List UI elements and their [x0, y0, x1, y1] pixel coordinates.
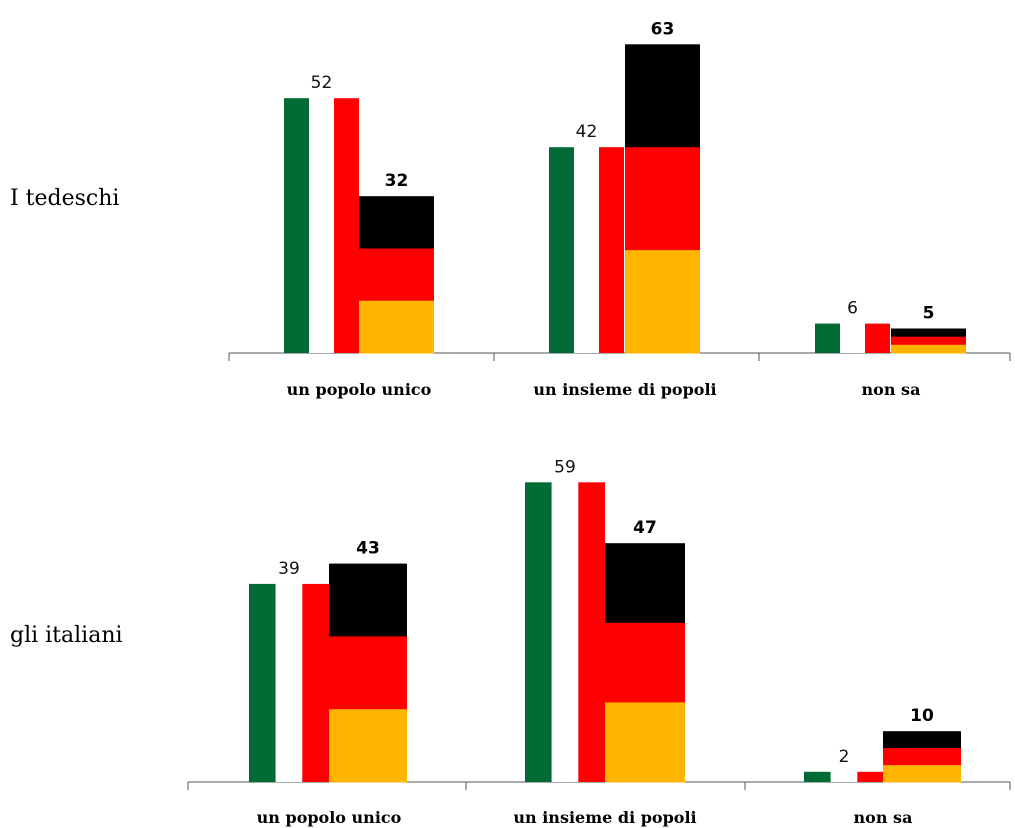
bar-italy-stripe — [275, 583, 303, 782]
bar-germany-2 — [605, 543, 685, 783]
bar-italy-stripe — [578, 482, 605, 782]
data-label-italy-3: 6 — [847, 299, 858, 319]
bar-italy-stripe — [309, 98, 334, 353]
category-label-1: un popolo unico — [287, 380, 432, 399]
category-label-3: non sa — [854, 808, 913, 827]
category-label-2: un insieme di popoli — [513, 808, 696, 827]
category-label-1: un popolo unico — [257, 808, 402, 827]
data-label-germany-2: 63 — [651, 19, 675, 39]
data-label-germany-3: 5 — [923, 304, 935, 324]
bar-germany-stripe — [605, 622, 685, 703]
bar-italy-stripe — [804, 771, 831, 782]
bar-italy-stripe — [830, 771, 858, 782]
bar-italy-stripe — [302, 583, 329, 782]
bar-germany-stripe — [891, 336, 966, 346]
data-label-italy-2: 59 — [554, 457, 576, 477]
bar-germany-stripe — [891, 328, 966, 338]
data-label-italy-2: 42 — [576, 122, 598, 142]
chart-panel-italiani: gli italiani 39 43 un popolo unico 59 47 un in… — [10, 457, 1011, 827]
bar-germany-stripe — [329, 709, 407, 783]
data-label-germany-3: 10 — [910, 706, 934, 726]
bar-germany-stripe — [883, 731, 961, 749]
bar-germany-1 — [329, 563, 407, 783]
bar-italy-stripe — [284, 98, 309, 353]
bar-italy-3 — [804, 771, 884, 782]
bar-italy-1 — [284, 98, 359, 353]
bar-germany-stripe — [329, 563, 407, 637]
bar-italy-stripe — [857, 771, 884, 782]
bar-italy-2 — [549, 147, 624, 353]
bar-germany-stripe — [625, 147, 700, 251]
data-label-italy-3: 2 — [839, 747, 850, 767]
bar-italy-stripe — [525, 482, 552, 782]
bar-germany-1 — [359, 196, 434, 354]
bar-germany-stripe — [625, 44, 700, 148]
bar-italy-stripe — [334, 98, 359, 353]
bar-germany-stripe — [359, 248, 434, 302]
row-label-italiani: gli italiani — [10, 623, 123, 648]
bar-germany-stripe — [883, 748, 961, 766]
bar-germany-3 — [883, 731, 961, 783]
bar-italy-stripe — [840, 323, 865, 353]
bar-italy-stripe — [551, 482, 579, 782]
bar-italy-stripe — [599, 147, 624, 353]
row-label-tedeschi: I tedeschi — [10, 186, 119, 211]
data-label-germany-1: 43 — [356, 539, 380, 559]
bar-germany-stripe — [625, 250, 700, 354]
bar-italy-3 — [815, 323, 890, 353]
bar-italy-stripe — [815, 323, 840, 353]
bar-germany-stripe — [359, 300, 434, 354]
data-label-germany-1: 32 — [385, 171, 409, 191]
bar-germany-stripe — [329, 636, 407, 710]
bar-italy-1 — [249, 583, 329, 782]
data-label-italy-1: 39 — [278, 559, 300, 579]
bar-germany-stripe — [359, 196, 434, 249]
category-label-3: non sa — [862, 380, 921, 399]
bar-germany-stripe — [883, 765, 961, 783]
bar-germany-stripe — [891, 344, 966, 354]
data-label-italy-1: 52 — [311, 73, 333, 93]
bar-italy-stripe — [574, 147, 599, 353]
bar-germany-stripe — [605, 702, 685, 783]
bar-italy-2 — [525, 482, 605, 782]
bar-germany-stripe — [605, 543, 685, 624]
bar-italy-stripe — [865, 323, 890, 353]
chart-panel-tedeschi: I tedeschi 52 32 un popolo unico 42 63 un insi… — [10, 19, 1011, 399]
data-label-germany-2: 47 — [633, 518, 657, 538]
bar-italy-stripe — [249, 583, 276, 782]
bar-germany-3 — [891, 328, 966, 354]
category-label-2: un insieme di popoli — [533, 380, 716, 399]
bar-italy-stripe — [549, 147, 574, 353]
bar-germany-2 — [625, 44, 700, 354]
